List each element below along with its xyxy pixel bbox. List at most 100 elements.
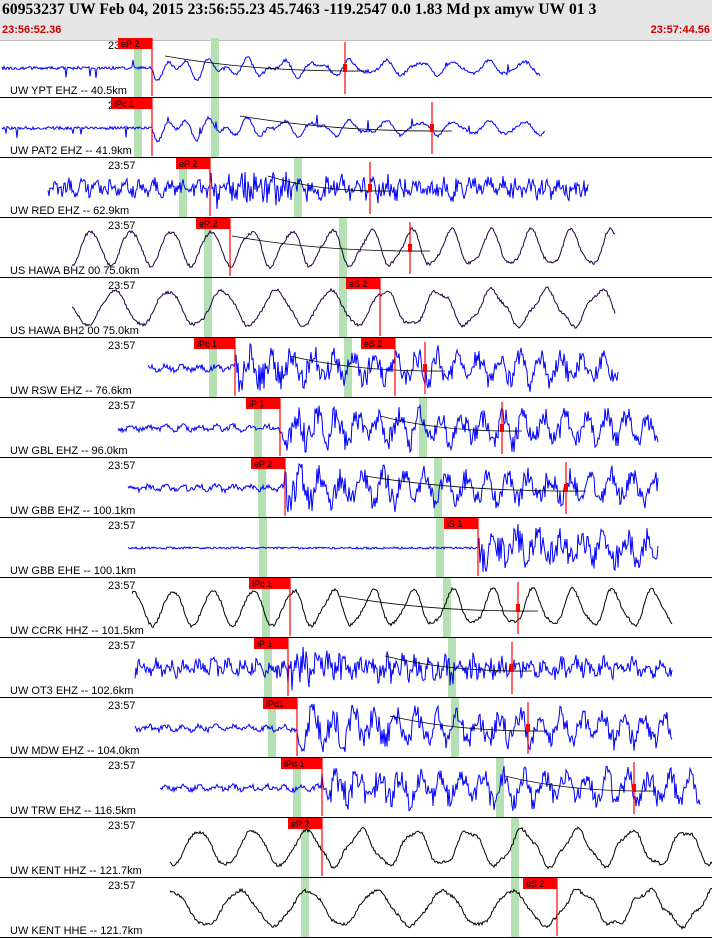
waveform	[159, 765, 701, 812]
trace-row[interactable]: 23:57 UW MDW EHZ -- 104.0km	[0, 700, 712, 758]
waveform	[134, 646, 673, 691]
trace-row[interactable]: 23:57 US HAWA BH2 00 75.0km	[0, 280, 712, 338]
pick-window-bar	[344, 338, 352, 398]
trace-row[interactable]: 23:57 UW GBB EHZ -- 100.1km	[0, 460, 712, 518]
phase-pick[interactable]: eP 2	[196, 218, 231, 276]
pick-flag[interactable]	[196, 218, 230, 229]
pick-label: eP 2	[254, 459, 272, 469]
pick-label: eP 2	[291, 819, 309, 829]
pick-label: iP 1	[257, 639, 272, 649]
trace-row[interactable]: 23:57 UW OT3 EHZ -- 102.6km	[0, 640, 712, 698]
pick-label: eS 2	[526, 879, 545, 889]
pick-window-bar	[511, 818, 519, 878]
waveform	[131, 586, 673, 629]
trace-row[interactable]: 23:57 UW TRW EHZ -- 116.5km	[0, 760, 712, 818]
pick-window	[301, 878, 519, 938]
trace-row[interactable]: 23:57 UW GBL EHZ -- 96.0km	[0, 400, 712, 458]
pick-window-bar	[254, 398, 262, 458]
event-title: 60953237 UW Feb 04, 2015 23:56:55.23 45.…	[2, 1, 597, 18]
pick-window-bar	[204, 218, 212, 278]
pick-flag[interactable]	[254, 638, 288, 649]
pick-label: iS 1	[447, 519, 463, 529]
residual-marker	[564, 484, 568, 492]
pick-flag[interactable]	[118, 38, 152, 49]
moveout-curve	[339, 595, 539, 612]
phase-pick[interactable]: iP 1	[246, 398, 281, 456]
station-label: UW KENT HHZ -- 121.7km	[10, 865, 142, 877]
trace-time-label: 23:57	[108, 400, 136, 412]
pick-flag[interactable]	[281, 758, 322, 769]
phase-pick[interactable]: eP 2	[288, 818, 323, 876]
trace-row[interactable]: 23:57 UW KENT HHE -- 121.7km	[0, 880, 712, 938]
phase-pick[interactable]: iPc 1	[249, 578, 291, 636]
window-end-time: 23:57:44.56	[650, 24, 710, 36]
pick-flag[interactable]	[346, 278, 380, 289]
phase-pick[interactable]: iPc 1	[194, 338, 236, 396]
trace-time-label: 23:57	[108, 460, 136, 472]
trace-time-label: 23:57	[108, 640, 136, 652]
moveout-curve	[379, 415, 523, 432]
pick-flag[interactable]	[361, 338, 395, 349]
trace-row[interactable]: 23:57 UW CCRK HHZ -- 101.5km	[0, 580, 712, 638]
pick-window-bar	[204, 278, 212, 338]
pick-window	[179, 158, 302, 218]
pick-window-bar	[262, 578, 270, 638]
residual-marker	[510, 664, 514, 672]
pick-flag[interactable]	[523, 878, 557, 889]
pick-flag[interactable]	[176, 158, 210, 169]
window-start-time: 23:56:52.36	[2, 24, 62, 36]
trace-time-label: 23:57	[108, 520, 136, 532]
pick-flag[interactable]	[246, 398, 280, 409]
residual-marker	[343, 64, 347, 72]
station-label: UW GBB EHZ -- 100.1km	[10, 505, 135, 517]
pick-window-bar	[339, 278, 347, 338]
pick-flag[interactable]	[251, 458, 285, 469]
phase-pick[interactable]: eP 2	[176, 158, 211, 216]
residual-marker	[368, 184, 372, 192]
pick-window	[204, 218, 347, 278]
pick-flag[interactable]	[444, 518, 478, 529]
phase-pick[interactable]: eP 2	[118, 38, 153, 96]
waveform	[169, 887, 712, 930]
pick-window	[254, 398, 427, 458]
phase-pick[interactable]: eS 2	[361, 338, 396, 396]
pick-flag[interactable]	[288, 818, 322, 829]
residual-marker	[423, 364, 427, 372]
station-label: UW RSW EHZ -- 76.6km	[10, 385, 132, 397]
phase-pick[interactable]: iP 1	[254, 638, 289, 696]
waveform	[169, 826, 712, 870]
trace-time-label: 23:57	[108, 760, 136, 772]
station-label: US HAWA BHZ 00 75.0km	[10, 265, 139, 277]
trace-row[interactable]: 23:57 US HAWA BHZ 00 75.0km	[0, 220, 712, 278]
station-label: UW MDW EHZ -- 104.0km	[10, 745, 140, 757]
pick-flag[interactable]	[194, 338, 235, 349]
pick-flag[interactable]	[111, 98, 152, 109]
phase-pick[interactable]: iPd 1	[281, 758, 323, 816]
phase-pick[interactable]: iPc 1	[111, 98, 153, 156]
phase-pick[interactable]: iS 1	[444, 518, 479, 576]
station-label: UW CCRK HHZ -- 101.5km	[10, 625, 144, 637]
trace-row[interactable]: 23:57 UW GBB EHE -- 100.1km	[0, 520, 712, 578]
pick-label: eS 2	[364, 339, 383, 349]
pick-window	[293, 758, 504, 818]
pick-flag[interactable]	[249, 578, 290, 589]
waveform	[71, 226, 616, 270]
pick-flag[interactable]	[263, 698, 297, 709]
phase-pick[interactable]: iPd1	[263, 698, 298, 756]
phase-pick[interactable]: eS 2	[523, 878, 558, 936]
pick-window-bar	[294, 158, 302, 218]
pick-window	[204, 278, 347, 338]
pick-label: eP 2	[179, 159, 197, 169]
trace-row[interactable]: 23:57 UW RSW EHZ -- 76.6km	[0, 340, 712, 398]
pick-label: eP 2	[199, 219, 217, 229]
trace-row[interactable]: 23:57 UW RED EHZ -- 62.9km	[0, 160, 712, 218]
residual-marker	[430, 124, 434, 132]
pick-window-bar	[301, 878, 309, 938]
trace-row[interactable]: 23:57 UW KENT HHZ -- 121.7km	[0, 820, 712, 878]
trace-time-label: 23:57	[108, 880, 136, 892]
phase-pick[interactable]: eS 2	[346, 278, 381, 336]
phase-pick[interactable]: eP 2	[251, 458, 286, 516]
